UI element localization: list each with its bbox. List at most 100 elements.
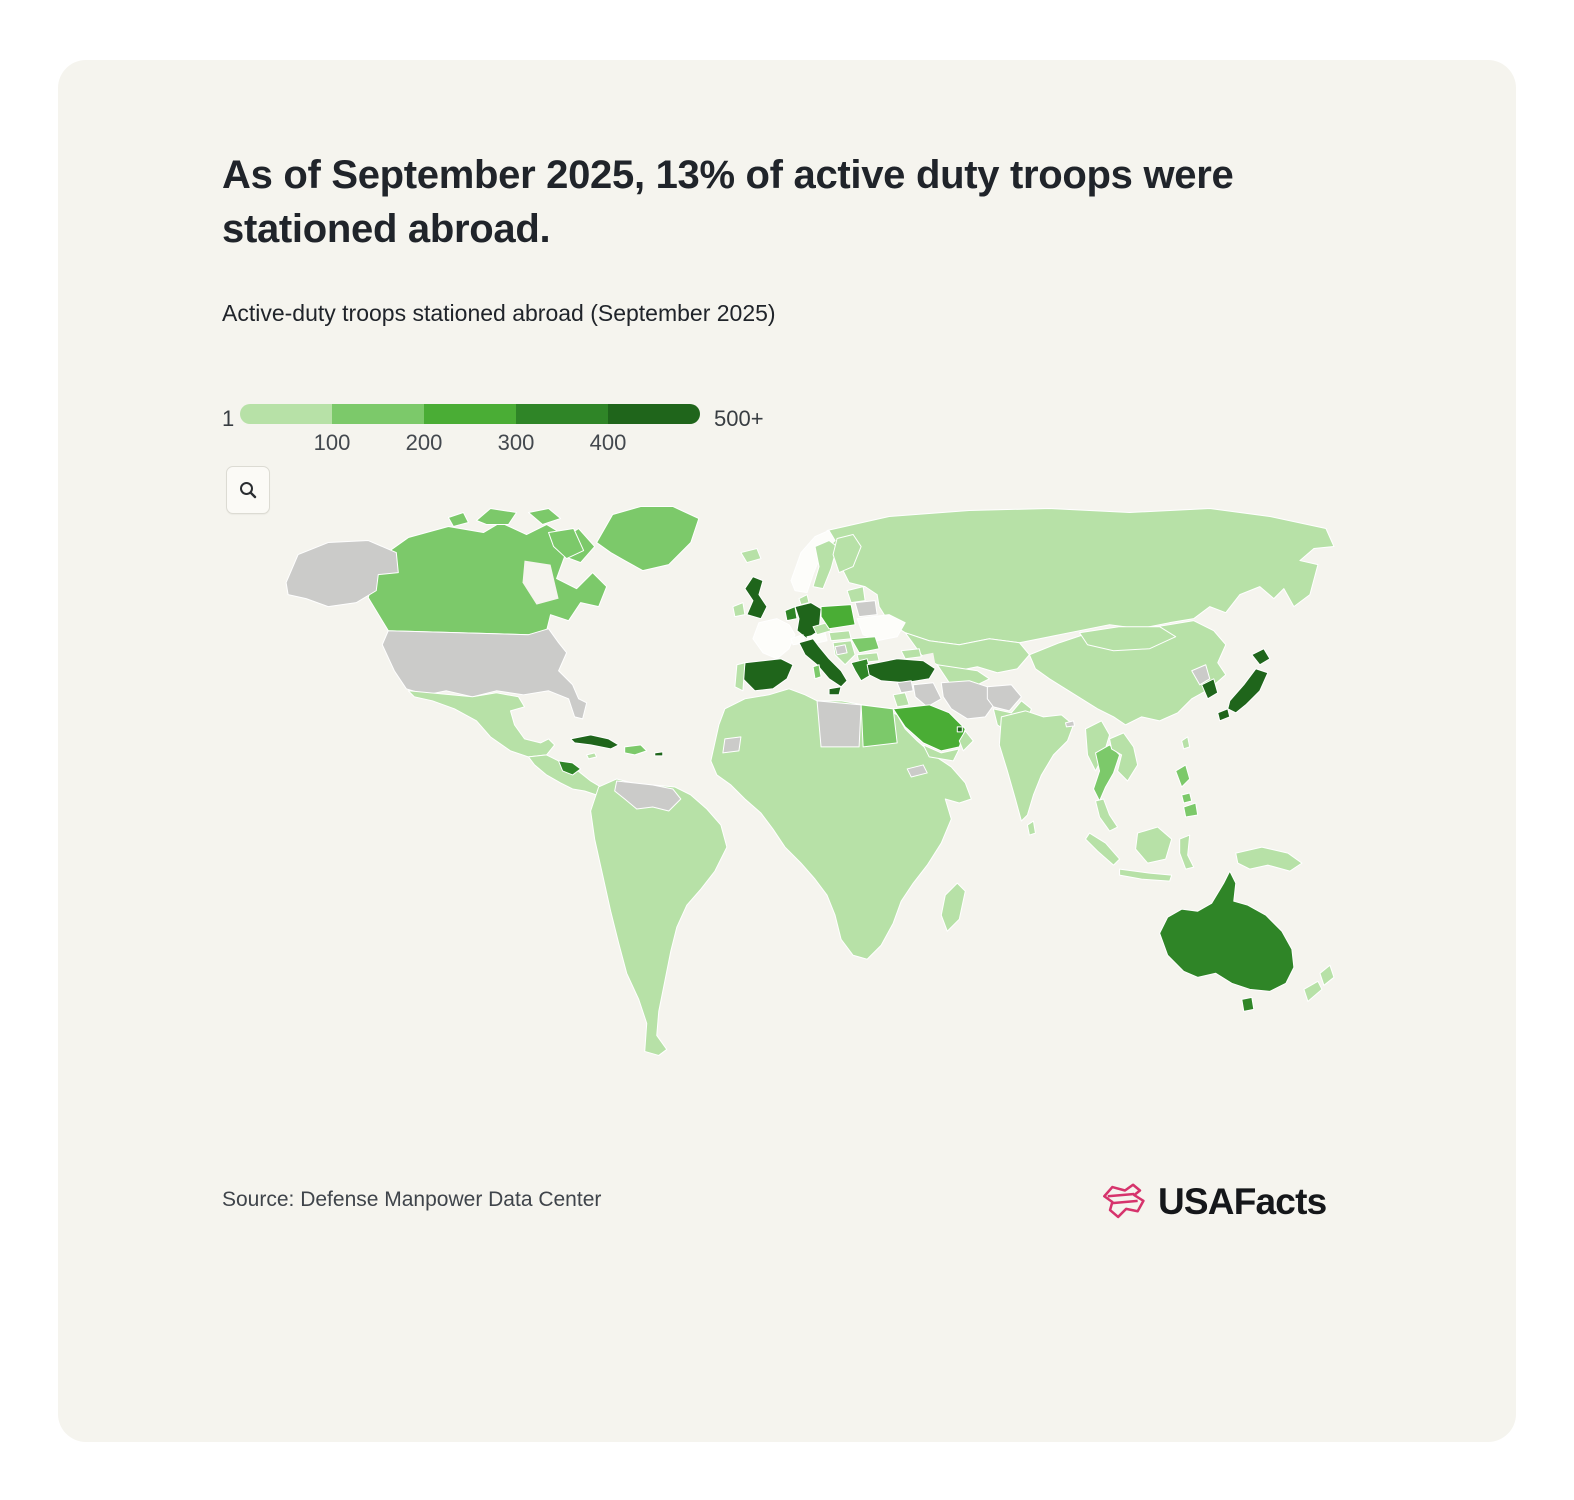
source-caption: Source: Defense Manpower Data Center <box>222 1188 602 1211</box>
chart-subtitle: Active-duty troops stationed abroad (Sep… <box>222 300 776 326</box>
country-libya[interactable] <box>816 700 862 748</box>
country-new-zealand-south[interactable] <box>1303 980 1323 1002</box>
country-sumatra[interactable] <box>1085 832 1121 866</box>
country-italy[interactable] <box>798 638 848 688</box>
legend-bin-1 <box>240 404 332 424</box>
legend-tick-200: 200 <box>405 430 443 455</box>
country-poland[interactable] <box>820 604 856 630</box>
magnifier-icon <box>240 482 257 499</box>
country-central-asia[interactable] <box>936 664 990 688</box>
country-united-kingdom[interactable] <box>744 576 768 620</box>
country-philippines-mindanao[interactable] <box>1183 802 1199 818</box>
country-portugal[interactable] <box>734 662 746 692</box>
country-iran[interactable] <box>940 680 996 720</box>
legend-bin-2 <box>332 404 424 424</box>
country-madagascar[interactable] <box>940 882 966 932</box>
color-legend: 1 500+ 100 200 300 400 <box>222 400 922 490</box>
country-syria[interactable] <box>896 680 914 694</box>
legend-bin-5 <box>608 404 700 424</box>
country-africa[interactable] <box>710 688 972 960</box>
legend-min-label: 1 <box>222 406 235 431</box>
country-jordan-israel[interactable] <box>892 692 910 708</box>
country-alaska[interactable] <box>285 540 399 608</box>
country-russia[interactable] <box>826 507 1335 646</box>
country-thailand[interactable] <box>1093 744 1121 802</box>
country-japan-hokkaido[interactable] <box>1251 648 1271 666</box>
page-title: As of September 2025, 13% of active duty… <box>222 153 1234 251</box>
country-north-korea[interactable] <box>1191 664 1211 686</box>
country-bosnia[interactable] <box>834 644 848 656</box>
world-map-svg <box>285 505 1335 1056</box>
country-sweden[interactable] <box>812 540 838 590</box>
country-iceland[interactable] <box>740 548 762 564</box>
country-canada[interactable] <box>367 522 608 636</box>
country-western-sahara[interactable] <box>722 736 742 754</box>
country-canada-island-3[interactable] <box>447 511 469 528</box>
country-saudi-arabia[interactable] <box>892 704 966 752</box>
legend-tick-100: 100 <box>313 430 351 455</box>
country-honduras[interactable] <box>558 760 582 776</box>
country-taiwan[interactable] <box>1181 736 1191 750</box>
country-france[interactable] <box>752 618 796 660</box>
country-australia[interactable] <box>1159 870 1295 992</box>
country-south-korea[interactable] <box>1201 678 1219 700</box>
country-jamaica[interactable] <box>586 752 598 760</box>
country-mongolia[interactable] <box>1079 626 1177 652</box>
country-afghanistan[interactable] <box>986 684 1022 712</box>
country-bahrain-qatar[interactable] <box>956 726 963 733</box>
country-tasmania[interactable] <box>1241 996 1255 1012</box>
country-puerto-rico[interactable] <box>654 751 664 757</box>
country-malay-peninsula[interactable] <box>1095 798 1119 832</box>
country-ireland[interactable] <box>732 602 746 618</box>
country-java[interactable] <box>1119 868 1173 882</box>
country-sulawesi[interactable] <box>1179 834 1195 870</box>
country-italy-sicily[interactable] <box>828 686 842 696</box>
country-south-america[interactable] <box>590 778 728 1056</box>
legend-bin-3 <box>424 404 516 424</box>
country-caucasus[interactable] <box>900 648 922 660</box>
usafacts-map-icon <box>1103 1183 1145 1219</box>
country-laos-vietnam[interactable] <box>1109 732 1139 782</box>
country-ukraine[interactable] <box>856 614 906 642</box>
legend-bin-4 <box>516 404 608 424</box>
country-iraq[interactable] <box>912 682 942 708</box>
country-japan-kyushu[interactable] <box>1217 708 1231 722</box>
country-spain[interactable] <box>742 658 794 692</box>
country-sardinia[interactable] <box>812 664 822 680</box>
country-belarus[interactable] <box>854 600 878 618</box>
legend-tick-labels: 100 200 300 400 <box>240 430 700 458</box>
country-benelux[interactable] <box>784 606 798 622</box>
country-central-america[interactable] <box>528 754 602 796</box>
country-canada-island-baffin[interactable] <box>548 528 585 560</box>
usafacts-wordmark: USAFacts <box>1158 1181 1327 1222</box>
country-baltics[interactable] <box>846 586 866 604</box>
map-zoom-button[interactable] <box>226 466 270 514</box>
country-greece[interactable] <box>850 658 872 682</box>
country-greenland[interactable] <box>596 505 700 572</box>
country-finland[interactable] <box>832 534 862 574</box>
country-oman[interactable] <box>958 730 974 752</box>
country-venezuela[interactable] <box>614 780 682 812</box>
country-mexico[interactable] <box>407 690 556 758</box>
country-canada-island-1[interactable] <box>475 507 518 526</box>
country-japan-honshu[interactable] <box>1227 668 1269 714</box>
country-bhutan[interactable] <box>1064 720 1075 728</box>
country-hungary-slovakia[interactable] <box>828 630 852 642</box>
country-eritrea[interactable] <box>906 764 928 778</box>
country-new-guinea[interactable] <box>1235 846 1303 872</box>
usafacts-logo: USAFacts <box>1102 1172 1402 1232</box>
country-borneo[interactable] <box>1135 826 1173 864</box>
country-cuba[interactable] <box>570 734 620 750</box>
country-philippines-luzon[interactable] <box>1175 764 1191 788</box>
country-new-zealand-north[interactable] <box>1319 964 1335 986</box>
country-turkey[interactable] <box>866 658 936 684</box>
country-egypt[interactable] <box>860 704 898 748</box>
country-hispaniola[interactable] <box>624 744 648 756</box>
country-india[interactable] <box>998 710 1074 822</box>
country-philippines-visayas[interactable] <box>1181 792 1193 804</box>
country-canada-island-2[interactable] <box>528 507 562 526</box>
country-romania[interactable] <box>850 636 880 654</box>
country-yemen[interactable] <box>922 744 960 762</box>
hudson-bay <box>522 560 559 605</box>
country-sri-lanka[interactable] <box>1026 820 1036 836</box>
